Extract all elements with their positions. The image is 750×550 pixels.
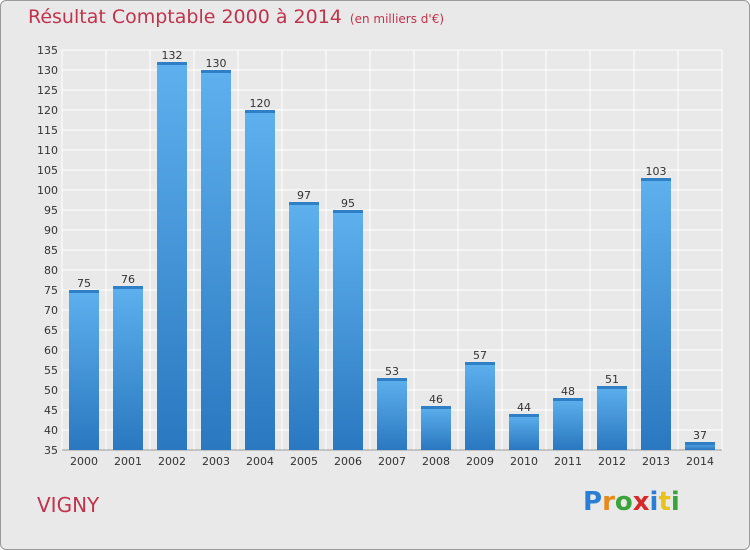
bar-value-label: 46 [429, 393, 443, 406]
bar-2003 [201, 70, 231, 450]
y-tick-label: 90 [44, 224, 58, 237]
bar-value-label: 44 [517, 401, 531, 414]
y-tick-label: 55 [44, 364, 58, 377]
bar-top-edge [245, 110, 275, 113]
y-tick-label: 35 [44, 444, 58, 457]
logo-letter: i [649, 487, 659, 517]
y-tick-label: 65 [44, 324, 58, 337]
bar-top-edge [421, 406, 451, 409]
bar-value-label: 37 [693, 429, 707, 442]
bar-top-edge [465, 362, 495, 365]
x-tick-label: 2001 [114, 455, 142, 468]
y-tick-label: 100 [37, 184, 58, 197]
y-tick-label: 75 [44, 284, 58, 297]
bar-top-edge [201, 70, 231, 73]
x-tick-label: 2000 [70, 455, 98, 468]
bar-2001 [113, 286, 143, 450]
y-tick-label: 120 [37, 104, 58, 117]
x-tick-label: 2012 [598, 455, 626, 468]
x-axis: 2000 2001 2002 2003 2004 2005 2006 2007 2008 2009… [70, 455, 714, 468]
bar-value-label: 120 [250, 97, 271, 110]
bar-2012 [597, 386, 627, 450]
y-tick-label: 70 [44, 304, 58, 317]
bar-top-edge [685, 442, 715, 445]
bar-top-edge [157, 62, 187, 65]
x-tick-label: 2002 [158, 455, 186, 468]
proxiti-logo: Proxiti [583, 487, 680, 517]
bar-top-edge [113, 286, 143, 289]
bar-top-edge [509, 414, 539, 417]
bar-value-label: 57 [473, 349, 487, 362]
bar-top-edge [597, 386, 627, 389]
bar-2014 [685, 442, 715, 450]
x-tick-label: 2005 [290, 455, 318, 468]
bar-top-edge [289, 202, 319, 205]
bar-value-label: 48 [561, 385, 575, 398]
y-tick-label: 60 [44, 344, 58, 357]
y-tick-label: 105 [37, 164, 58, 177]
logo-letter: i [670, 487, 680, 517]
x-tick-label: 2009 [466, 455, 494, 468]
bar-2009 [465, 362, 495, 450]
chart-unit: (en milliers d'€) [349, 12, 445, 26]
bar-top-edge [377, 378, 407, 381]
logo-letter: x [632, 487, 650, 517]
bar-value-label: 95 [341, 197, 355, 210]
y-tick-label: 40 [44, 424, 58, 437]
logo-letter: o [614, 487, 633, 517]
bar-value-label: 132 [162, 49, 183, 62]
logo-letter: t [658, 487, 671, 517]
x-tick-label: 2003 [202, 455, 230, 468]
bar-value-label: 75 [77, 277, 91, 290]
y-tick-label: 85 [44, 244, 58, 257]
logo-letter: P [583, 487, 603, 517]
bar-2007 [377, 378, 407, 450]
bar-2004 [245, 110, 275, 450]
y-tick-label: 125 [37, 84, 58, 97]
bar-2000 [69, 290, 99, 450]
x-tick-label: 2008 [422, 455, 450, 468]
y-tick-label: 130 [37, 64, 58, 77]
bar-2006 [333, 210, 363, 450]
place-name: VIGNY [37, 493, 100, 517]
x-tick-label: 2011 [554, 455, 582, 468]
y-tick-label: 50 [44, 384, 58, 397]
x-tick-label: 2004 [246, 455, 274, 468]
bar-2005 [289, 202, 319, 450]
chart-title: Résultat Comptable 2000 à 2014 (en millie… [28, 6, 444, 28]
y-axis: 35 40 45 50 55 60 65 70 75 80 85 90 95 100 105 110 115 12… [37, 44, 58, 457]
bar-value-label: 51 [605, 373, 619, 386]
bar-top-edge [553, 398, 583, 401]
x-tick-label: 2007 [378, 455, 406, 468]
bar-2002 [157, 62, 187, 450]
bar-value-label: 103 [646, 165, 667, 178]
bar-value-label: 53 [385, 365, 399, 378]
y-tick-label: 115 [37, 124, 58, 137]
y-tick-label: 80 [44, 264, 58, 277]
y-tick-label: 45 [44, 404, 58, 417]
bar-top-edge [333, 210, 363, 213]
x-tick-label: 2013 [642, 455, 670, 468]
bar-top-edge [69, 290, 99, 293]
bar-2010 [509, 414, 539, 450]
bar-2013 [641, 178, 671, 450]
bar-2008 [421, 406, 451, 450]
bar-top-edge [641, 178, 671, 181]
x-tick-label: 2010 [510, 455, 538, 468]
x-tick-label: 2006 [334, 455, 362, 468]
logo-letter: r [602, 487, 615, 517]
bar-value-label: 97 [297, 189, 311, 202]
bar-value-label: 76 [121, 273, 135, 286]
x-tick-label: 2014 [686, 455, 714, 468]
bar-value-label: 130 [206, 57, 227, 70]
y-tick-label: 110 [37, 144, 58, 157]
y-tick-label: 135 [37, 44, 58, 57]
y-tick-label: 95 [44, 204, 58, 217]
bars: 75 76 132 130 120 97 95 53 46 57 44 48 51 103 37 [69, 49, 715, 450]
bar-2011 [553, 398, 583, 450]
chart-title-text: Résultat Comptable 2000 à 2014 [28, 6, 342, 28]
